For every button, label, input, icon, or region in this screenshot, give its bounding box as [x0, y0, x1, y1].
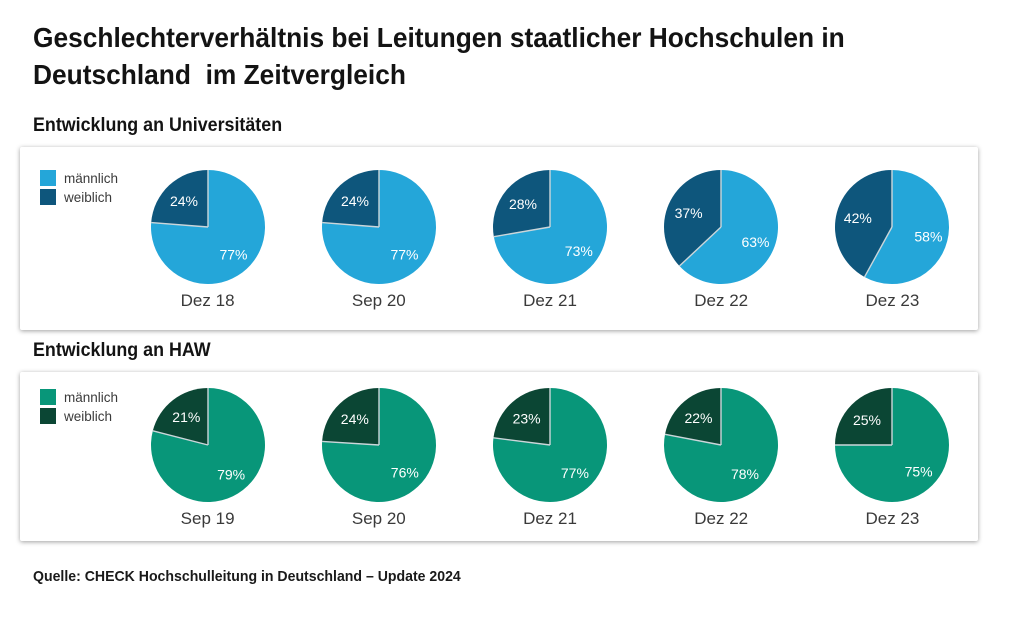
section-title-universitaeten: Entwicklung an Universitäten: [33, 115, 283, 136]
percent-label-weiblich: 23%: [513, 410, 541, 426]
percent-label-weiblich: 37%: [675, 205, 703, 221]
pie-date-label: Dez 22: [694, 508, 749, 528]
pie-chart: 79% 21%: [150, 387, 265, 502]
slice-weiblich: [493, 387, 550, 445]
percent-label-maennlich: 63%: [742, 233, 770, 249]
legend-item-maennlich: männlich: [40, 389, 122, 405]
percent-label-weiblich: 24%: [170, 193, 198, 209]
pie-date-label: Dez 22: [694, 290, 749, 310]
slice-divider: [321, 221, 379, 228]
pie-date-label: Dez 23: [865, 290, 920, 310]
pie-dez-23: 58% 42% Dez 23: [807, 147, 978, 330]
percent-label-maennlich: 77%: [219, 246, 247, 262]
pie-dez-23: 75% 25% Dez 23: [807, 372, 978, 541]
pie-chart: 77% 23%: [493, 387, 608, 502]
slice-divider: [665, 433, 722, 446]
percent-label-maennlich: 75%: [905, 463, 933, 479]
pie-chart: 58% 42%: [835, 169, 950, 284]
legend-label-maennlich: männlich: [64, 170, 119, 186]
pie-date-label: Dez 23: [865, 508, 920, 528]
percent-label-weiblich: 22%: [685, 409, 713, 425]
percent-label-maennlich: 78%: [731, 466, 759, 482]
pie-dez-18: 77% 24% Dez 18: [122, 147, 293, 330]
pie-chart: 77% 24%: [150, 169, 265, 284]
pie-date-label: Sep 20: [351, 290, 406, 310]
percent-label-maennlich: 73%: [565, 243, 593, 259]
pie-row-haw: 79% 21% Sep 19 76% 24% Sep 20 77% 23% Dez 21 78% 2…: [122, 372, 978, 541]
percent-label-maennlich: 79%: [217, 466, 245, 482]
legend-label-maennlich: männlich: [64, 389, 119, 405]
legend-swatch-weiblich-icon: [40, 408, 56, 424]
percent-label-weiblich: 28%: [509, 196, 537, 212]
percent-label-weiblich: 24%: [341, 193, 369, 209]
percent-label-weiblich: 24%: [341, 411, 369, 427]
slice-divider: [493, 436, 551, 446]
chart-panel-haw: männlich weiblich 79% 21% Sep 19 76% 24% Sep …: [20, 372, 978, 541]
percent-label-maennlich: 58%: [915, 228, 943, 244]
legend-label-weiblich: weiblich: [64, 408, 113, 424]
legend-item-weiblich: weiblich: [40, 408, 122, 424]
pie-date-label: Sep 19: [180, 508, 235, 528]
pie-dez-22: 78% 22% Dez 22: [636, 372, 807, 541]
percent-label-maennlich: 77%: [561, 465, 589, 481]
slice-divider: [321, 440, 379, 446]
slice-weiblich: [321, 169, 379, 227]
pie-date-label: Sep 20: [351, 508, 406, 528]
section-haw: Entwicklung an HAW männlich weiblich 79%…: [0, 339, 1024, 541]
slice-maennlich: [864, 169, 950, 284]
slice-divider: [152, 429, 208, 446]
pie-date-label: Dez 21: [523, 508, 577, 528]
pie-date-label: Dez 21: [523, 290, 577, 310]
percent-label-weiblich: 25%: [853, 412, 881, 428]
infographic-page: Geschlechterverhältnis bei Leitungen sta…: [0, 19, 1024, 585]
pie-sep-19: 79% 21% Sep 19: [122, 372, 293, 541]
legend-label-weiblich: weiblich: [64, 189, 113, 205]
section-title-haw: Entwicklung an HAW: [33, 340, 211, 361]
page-title: Geschlechterverhältnis bei Leitungen sta…: [33, 19, 1024, 93]
section-universitaeten: Entwicklung an Universitäten männlich we…: [0, 114, 1024, 330]
pie-dez-22: 63% 37% Dez 22: [636, 147, 807, 330]
slice-divider: [864, 226, 894, 277]
percent-label-weiblich: 21%: [172, 409, 200, 425]
slice-weiblich: [835, 169, 893, 277]
slice-weiblich: [321, 387, 379, 445]
legend-swatch-maennlich-icon: [40, 389, 56, 405]
pie-sep-20: 76% 24% Sep 20: [293, 372, 464, 541]
pie-chart: 78% 22%: [664, 387, 779, 502]
slice-divider: [493, 225, 551, 237]
slice-weiblich: [835, 387, 893, 445]
legend: männlich weiblich: [20, 147, 122, 330]
slice-maennlich: [679, 169, 779, 284]
legend-item-maennlich: männlich: [40, 170, 122, 186]
slice-divider: [150, 221, 208, 228]
legend-swatch-weiblich-icon: [40, 189, 56, 205]
slice-weiblich: [152, 387, 208, 445]
legend-item-weiblich: weiblich: [40, 189, 122, 205]
pie-date-label: Dez 18: [180, 290, 235, 310]
slice-weiblich: [150, 169, 208, 227]
slice-divider: [679, 225, 722, 267]
slice-weiblich: [492, 169, 550, 237]
page-title-line-1: Geschlechterverhältnis bei Leitungen sta…: [33, 22, 845, 53]
slice-weiblich: [664, 169, 722, 266]
pie-sep-20: 77% 24% Sep 20: [293, 147, 464, 330]
legend: männlich weiblich: [20, 372, 122, 541]
chart-panel-universitaeten: männlich weiblich 77% 24% Dez 18 77% 24% Sep …: [20, 147, 978, 330]
slice-weiblich: [665, 387, 722, 445]
pie-dez-21: 73% 28% Dez 21: [464, 147, 635, 330]
pie-row-universitaeten: 77% 24% Dez 18 77% 24% Sep 20 73% 28% Dez 21 63% 3…: [122, 147, 978, 330]
percent-label-maennlich: 76%: [391, 464, 419, 480]
percent-label-weiblich: 42%: [844, 210, 872, 226]
pie-dez-21: 77% 23% Dez 21: [464, 372, 635, 541]
pie-chart: 77% 24%: [321, 169, 436, 284]
pie-chart: 76% 24%: [321, 387, 436, 502]
legend-swatch-maennlich-icon: [40, 170, 56, 186]
pie-chart: 75% 25%: [835, 387, 950, 502]
page-title-line-2: Deutschland im Zeitvergleich: [33, 59, 406, 90]
pie-chart: 63% 37%: [664, 169, 779, 284]
percent-label-maennlich: 77%: [390, 246, 418, 262]
source-note: Quelle: CHECK Hochschulleitung in Deutsc…: [33, 568, 461, 585]
pie-chart: 73% 28%: [492, 169, 607, 284]
